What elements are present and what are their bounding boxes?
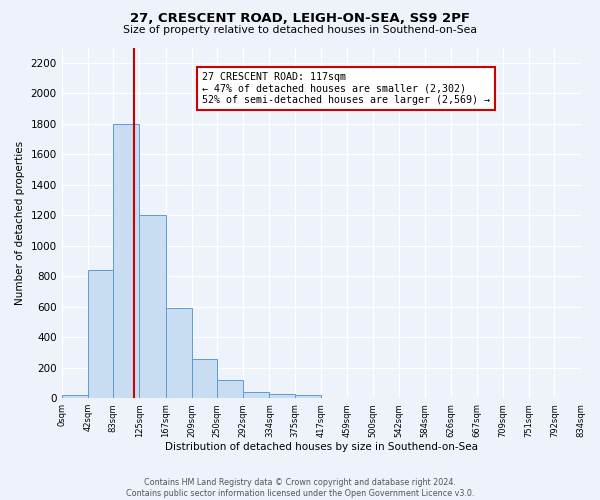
- Bar: [269, 394, 295, 398]
- Bar: [88, 270, 113, 398]
- Y-axis label: Number of detached properties: Number of detached properties: [15, 140, 25, 305]
- Bar: [217, 380, 244, 398]
- Bar: [166, 308, 191, 398]
- Bar: [113, 124, 139, 398]
- Bar: [62, 395, 88, 398]
- Text: Contains HM Land Registry data © Crown copyright and database right 2024.
Contai: Contains HM Land Registry data © Crown c…: [126, 478, 474, 498]
- Bar: [191, 359, 217, 398]
- X-axis label: Distribution of detached houses by size in Southend-on-Sea: Distribution of detached houses by size …: [164, 442, 478, 452]
- Bar: [139, 215, 166, 398]
- Bar: [295, 395, 321, 398]
- Bar: [244, 392, 269, 398]
- Text: 27, CRESCENT ROAD, LEIGH-ON-SEA, SS9 2PF: 27, CRESCENT ROAD, LEIGH-ON-SEA, SS9 2PF: [130, 12, 470, 26]
- Text: Size of property relative to detached houses in Southend-on-Sea: Size of property relative to detached ho…: [123, 25, 477, 35]
- Text: 27 CRESCENT ROAD: 117sqm
← 47% of detached houses are smaller (2,302)
52% of sem: 27 CRESCENT ROAD: 117sqm ← 47% of detach…: [202, 72, 490, 105]
